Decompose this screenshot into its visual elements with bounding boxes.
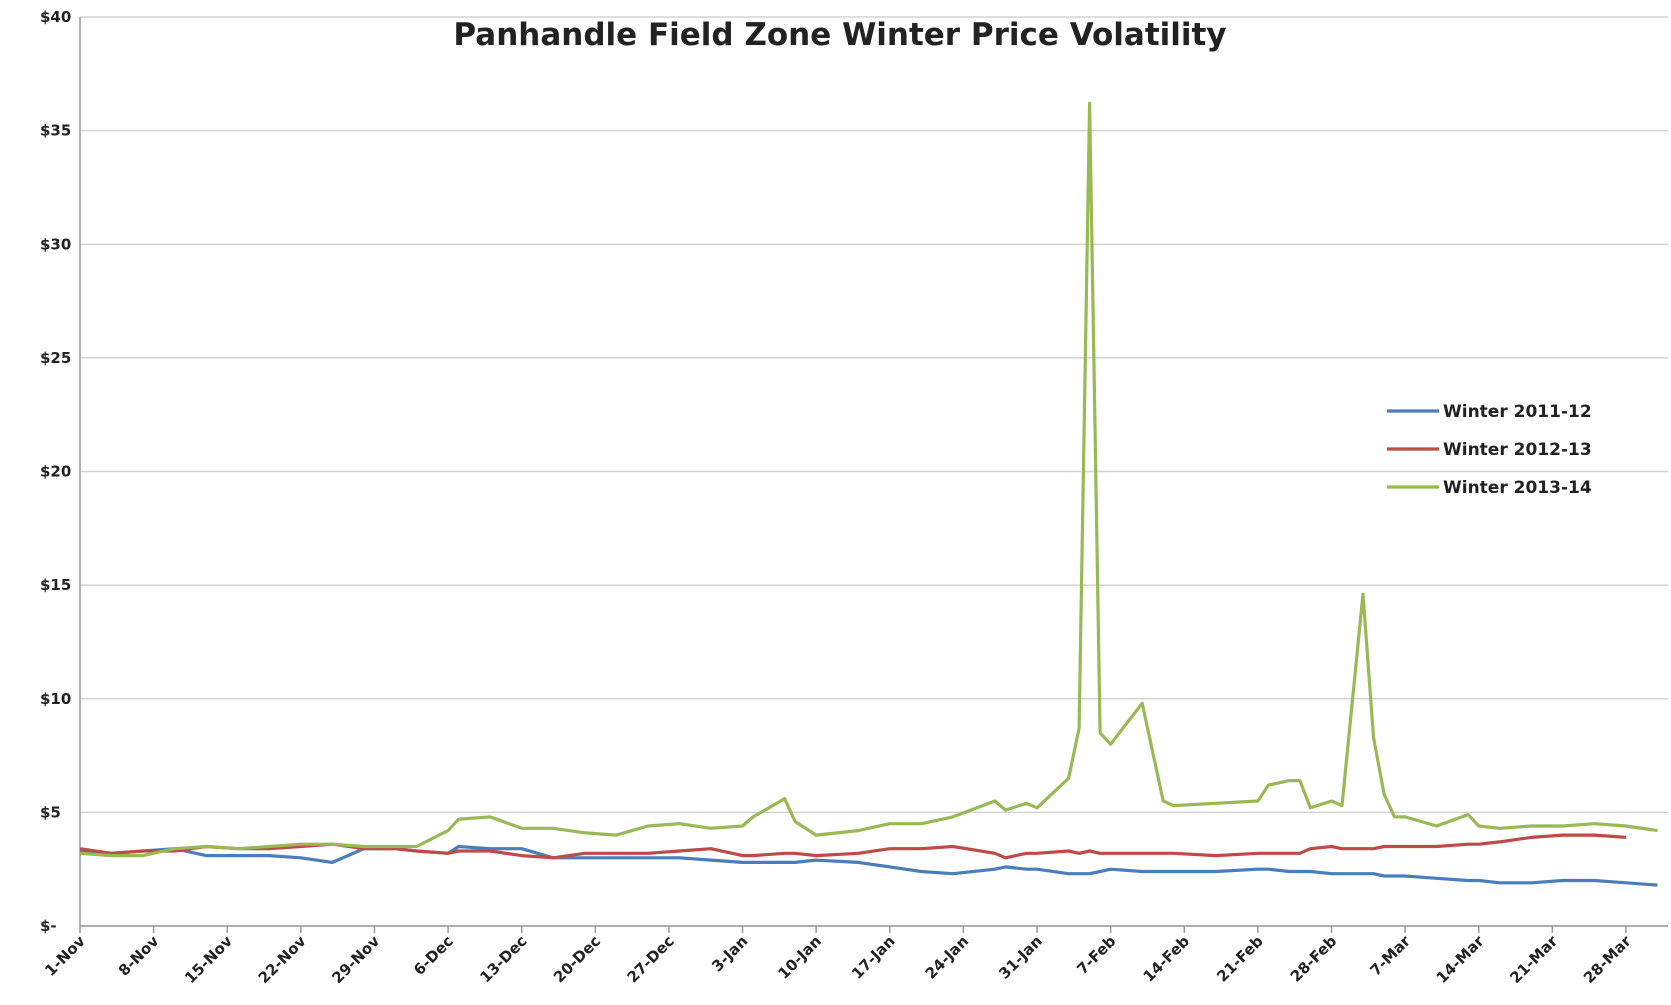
x-tick-label: 21-Feb	[1213, 932, 1267, 986]
y-tick-label: $15	[40, 576, 71, 594]
x-tick-label: 8-Nov	[115, 932, 163, 980]
x-tick-label: 28-Mar	[1580, 932, 1635, 987]
x-tick-label: 29-Nov	[328, 932, 383, 987]
x-tick-label: 24-Jan	[922, 932, 973, 983]
x-tick-label: 15-Nov	[181, 932, 236, 987]
y-tick-label: $40	[40, 8, 71, 26]
x-tick-label: 17-Jan	[848, 932, 899, 983]
x-tick-label: 14-Mar	[1433, 932, 1488, 987]
x-tick-label: 6-Dec	[410, 932, 457, 979]
y-tick-label: $30	[40, 235, 71, 253]
y-tick-label: $25	[40, 349, 71, 367]
x-tick-label: 7-Feb	[1073, 932, 1119, 978]
legend-label: Winter 2011-12	[1443, 402, 1592, 422]
x-tick-label: 10-Jan	[774, 932, 825, 983]
y-tick-label: $20	[40, 463, 71, 481]
x-tick-label: 31-Jan	[995, 932, 1046, 983]
y-tick-label: $-	[40, 917, 57, 935]
chart-title: Panhandle Field Zone Winter Price Volati…	[453, 17, 1226, 53]
y-tick-label: $5	[40, 803, 61, 821]
x-tick-label: 27-Dec	[624, 932, 678, 986]
legend-label: Winter 2012-13	[1443, 440, 1592, 460]
legend-label: Winter 2013-14	[1443, 478, 1592, 498]
series-line	[79, 101, 1658, 858]
x-tick-label: 7-Mar	[1366, 932, 1414, 980]
x-tick-label: 20-Dec	[550, 932, 604, 986]
x-tick-label: 28-Feb	[1287, 932, 1341, 986]
series-line	[79, 833, 1627, 860]
x-tick-label: 3-Jan	[708, 932, 751, 975]
x-tick-label: 22-Nov	[255, 932, 310, 987]
y-tick-label: $35	[40, 122, 71, 140]
x-tick-label: 21-Mar	[1506, 932, 1561, 987]
x-tick-label: 1-Nov	[41, 932, 89, 980]
y-tick-label: $10	[40, 690, 71, 708]
x-tick-label: 13-Dec	[476, 932, 530, 986]
x-tick-label: 14-Feb	[1140, 932, 1194, 986]
